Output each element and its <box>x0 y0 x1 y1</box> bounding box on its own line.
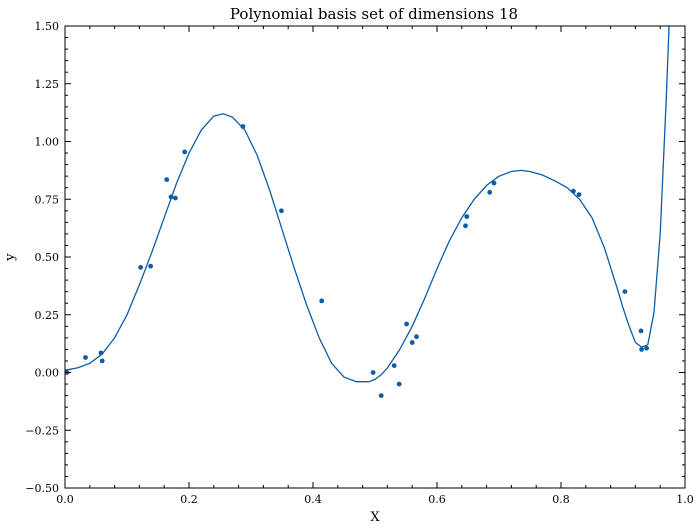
y-tick-label: 1.50 <box>35 20 60 33</box>
data-point <box>173 195 178 201</box>
y-tick-label: 0.75 <box>35 193 60 206</box>
data-point <box>240 124 246 129</box>
ticks-layer: 0.0 0.2 0.4 0.6 0.8 1.0 −0.50 −0.25 0.00 0.25 0.50… <box>25 20 693 506</box>
data-point <box>182 149 188 155</box>
y-tick-label: −0.50 <box>25 482 59 495</box>
data-point <box>404 321 409 327</box>
data-point <box>370 370 376 375</box>
y-tick-label: 1.25 <box>35 78 60 91</box>
data-point <box>576 192 582 198</box>
data-point <box>99 358 105 364</box>
data-point <box>279 208 284 214</box>
x-tick-label: 0.6 <box>428 493 446 506</box>
data-point <box>148 263 154 269</box>
data-point <box>638 328 644 334</box>
x-tick-label: 0.2 <box>180 493 198 506</box>
data-point <box>319 298 325 304</box>
chart-title: Polynomial basis set of dimensions 18 <box>230 5 518 23</box>
data-point <box>491 180 497 186</box>
plot-area: 0.0 0.2 0.4 0.6 0.8 1.0 −0.50 −0.25 0.00 0.25 0.50… <box>25 20 693 506</box>
fit-curve <box>65 26 670 383</box>
data-point <box>138 265 144 270</box>
data-point <box>98 350 104 356</box>
x-tick-label: 0.8 <box>552 493 570 506</box>
data-point <box>396 381 402 387</box>
data-point <box>414 334 419 340</box>
data-point <box>83 355 88 360</box>
data-point <box>571 188 576 194</box>
x-tick-label: 0.4 <box>304 493 322 506</box>
y-tick-label: 0.50 <box>35 251 60 264</box>
y-axis-label: y <box>3 253 18 262</box>
data-point <box>487 189 493 195</box>
y-tick-label: 0.00 <box>35 367 60 380</box>
y-tick-label: 0.25 <box>35 309 60 322</box>
data-point <box>464 214 470 220</box>
data-point <box>378 393 384 398</box>
x-axis-label: X <box>370 510 380 525</box>
data-point <box>639 347 644 352</box>
data-point <box>622 289 628 294</box>
data-point <box>164 177 170 183</box>
y-tick-label: 1.00 <box>35 136 60 149</box>
data-point <box>409 340 415 345</box>
data-point <box>644 345 649 351</box>
data-point <box>168 194 174 200</box>
series-layer <box>65 26 670 398</box>
x-tick-label: 0.0 <box>56 493 74 506</box>
data-point <box>391 363 397 368</box>
x-tick-label: 1.0 <box>676 493 694 506</box>
y-tick-label: −0.25 <box>25 424 59 437</box>
plot-frame <box>64 25 686 489</box>
data-point <box>463 223 468 229</box>
